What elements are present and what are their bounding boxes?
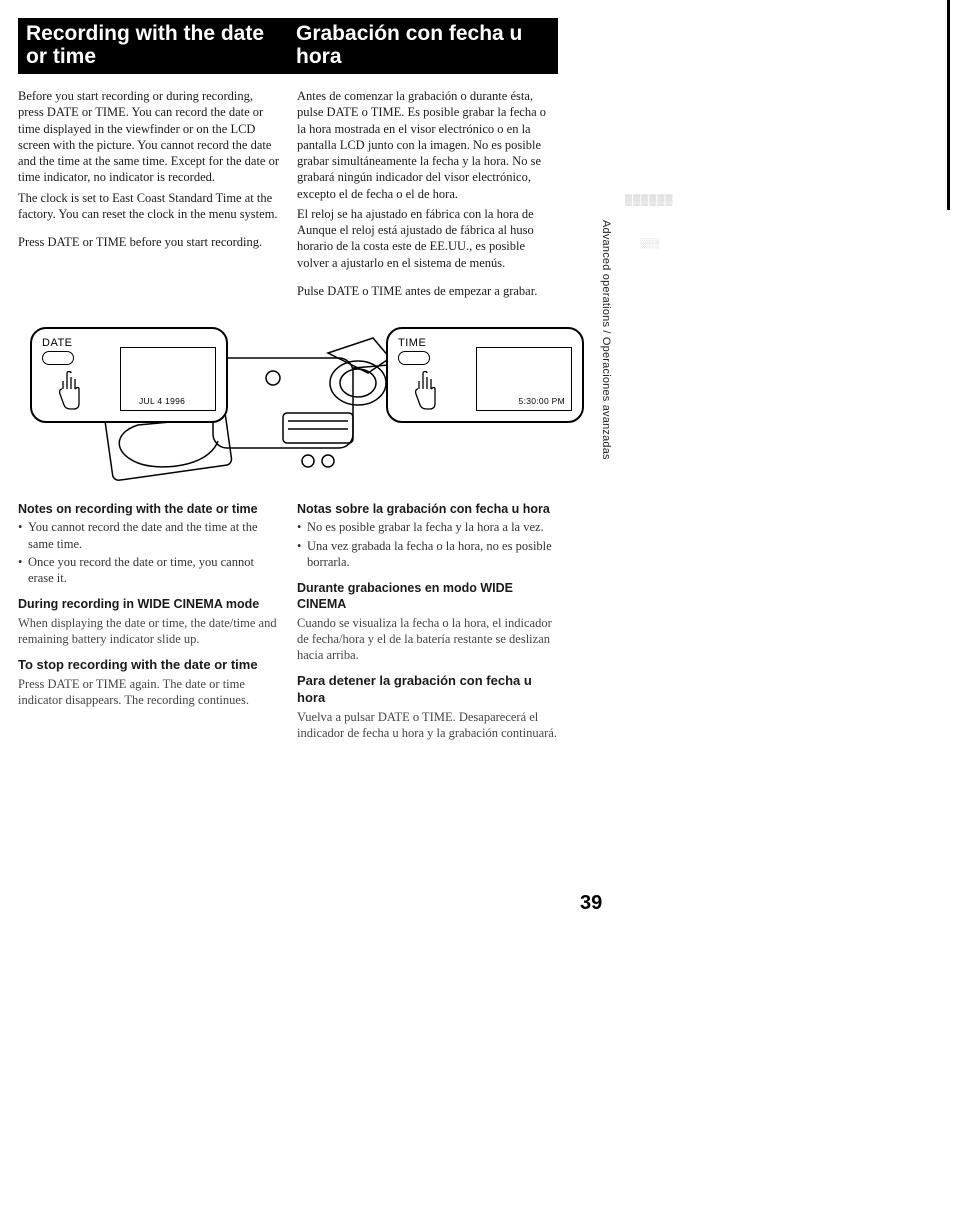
heading-en: Recording with the date or time	[18, 18, 288, 74]
intro-en-p2: The clock is set to East Coast Standard …	[18, 190, 279, 223]
stop-es-head: Para detener la grabación con fecha u ho…	[297, 673, 558, 707]
page-number: 39	[580, 892, 602, 915]
hand-press-icon	[54, 371, 84, 411]
wide-es-body: Cuando se visualiza la fecha o la hora, …	[297, 615, 558, 664]
stop-en-body: Press DATE or TIME again. The date or ti…	[18, 676, 279, 709]
date-callout: DATE JUL 4 1996	[30, 327, 228, 423]
heading-row: Recording with the date or time Grabació…	[18, 18, 558, 74]
lower-columns: Notes on recording with the date or time…	[18, 501, 558, 746]
scan-artifact: ▒▒▒▒▒▒	[625, 195, 674, 206]
intro-col-es: Antes de comenzar la grabación o durante…	[297, 88, 558, 303]
page-body: Recording with the date or time Grabació…	[0, 0, 580, 746]
side-tab-label: Advanced operations / Operaciones avanza…	[600, 220, 612, 460]
notes-en-head: Notes on recording with the date or time	[18, 501, 279, 517]
intro-es-p3: Pulse DATE o TIME antes de empezar a gra…	[297, 283, 558, 299]
date-button-icon	[42, 351, 74, 365]
notes-es-head: Notas sobre la grabación con fecha u hor…	[297, 501, 558, 517]
intro-col-en: Before you start recording or during rec…	[18, 88, 279, 303]
wide-en-head: During recording in WIDE CINEMA mode	[18, 596, 279, 612]
time-callout: TIME 5:30:00 PM	[386, 327, 584, 423]
camcorder-diagram: DATE JUL 4 1996 TIME 5:30:00 PM	[18, 313, 578, 483]
lower-col-en: Notes on recording with the date or time…	[18, 501, 279, 746]
lower-col-es: Notas sobre la grabación con fecha u hor…	[297, 501, 558, 746]
intro-columns: Before you start recording or during rec…	[18, 88, 558, 303]
wide-es-head: Durante grabaciones en modo WIDE CINEMA	[297, 580, 558, 613]
time-button-icon	[398, 351, 430, 365]
intro-es-p2: El reloj se ha ajustado en fábrica con l…	[297, 206, 558, 271]
intro-es-p1: Antes de comenzar la grabación o durante…	[297, 88, 558, 202]
intro-en-p1: Before you start recording or during rec…	[18, 88, 279, 186]
notes-es-list: No es posible grabar la fecha y la hora …	[297, 519, 558, 570]
notes-es-item: Una vez grabada la fecha o la hora, no e…	[297, 538, 558, 571]
time-screen: 5:30:00 PM	[476, 347, 572, 411]
date-screen-text: JUL 4 1996	[139, 396, 185, 406]
scan-artifact: ░░░	[640, 238, 659, 248]
heading-es: Grabación con fecha u hora	[288, 18, 558, 74]
wide-en-body: When displaying the date or time, the da…	[18, 615, 279, 648]
notes-en-item: Once you record the date or time, you ca…	[18, 554, 279, 587]
time-screen-text: 5:30:00 PM	[519, 396, 565, 406]
stop-es-body: Vuelva a pulsar DATE o TIME. Desaparecer…	[297, 709, 558, 742]
hand-press-icon	[410, 371, 440, 411]
date-screen: JUL 4 1996	[120, 347, 216, 411]
notes-es-item: No es posible grabar la fecha y la hora …	[297, 519, 558, 535]
scan-edge-mark	[947, 0, 950, 210]
notes-en-item: You cannot record the date and the time …	[18, 519, 279, 552]
intro-en-p3: Press DATE or TIME before you start reco…	[18, 234, 279, 250]
stop-en-head: To stop recording with the date or time	[18, 657, 279, 674]
notes-en-list: You cannot record the date and the time …	[18, 519, 279, 586]
